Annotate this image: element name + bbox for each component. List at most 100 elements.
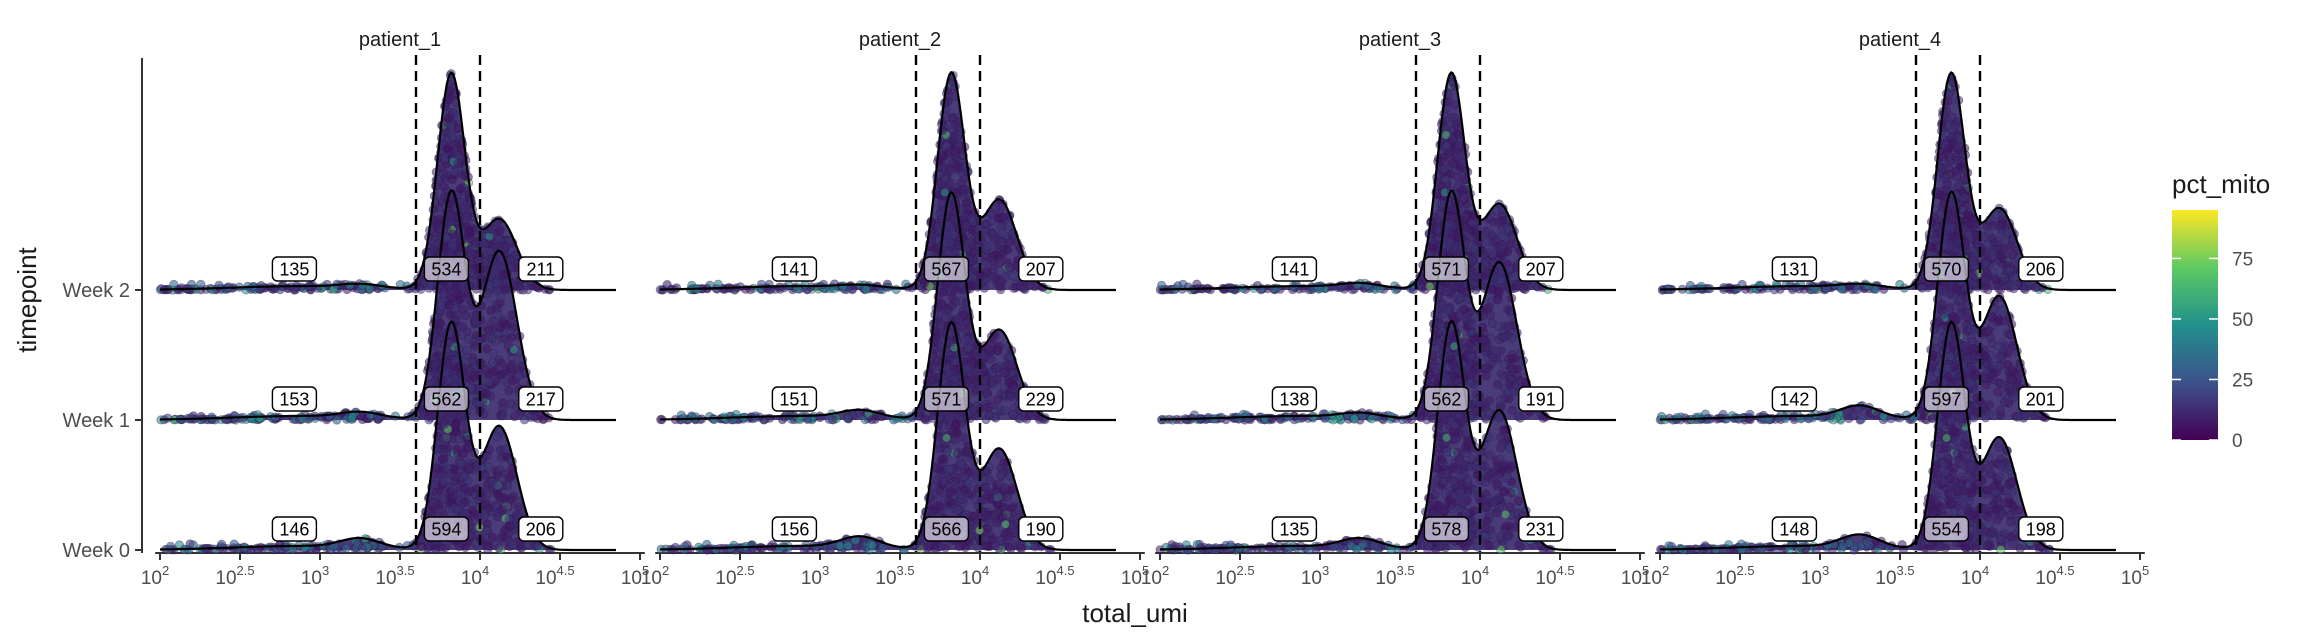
data-point xyxy=(1488,352,1498,362)
data-point xyxy=(963,363,973,374)
data-point xyxy=(1000,483,1010,493)
data-point xyxy=(952,505,963,515)
data-point xyxy=(930,362,940,373)
x-tick-label: 102.5 xyxy=(215,563,254,589)
data-point xyxy=(1494,217,1504,227)
data-point xyxy=(522,540,533,550)
data-point xyxy=(254,413,265,423)
data-point xyxy=(357,543,367,554)
data-point xyxy=(1474,364,1484,374)
count-label-text: 211 xyxy=(526,260,555,280)
x-tick-label: 103 xyxy=(801,563,829,589)
count-label-text: 217 xyxy=(526,390,556,410)
count-label-text: 135 xyxy=(279,260,309,280)
ridge-fill xyxy=(1160,190,1616,420)
data-point xyxy=(468,498,478,508)
data-point xyxy=(1024,410,1035,420)
data-point xyxy=(960,184,970,195)
data-point xyxy=(430,479,440,489)
data-point xyxy=(491,336,501,346)
data-point xyxy=(973,380,984,390)
data-point xyxy=(1390,281,1400,291)
data-point xyxy=(460,497,470,507)
data-point xyxy=(947,293,958,303)
count-label-text: 571 xyxy=(931,390,961,410)
data-point xyxy=(484,377,494,387)
data-point xyxy=(1481,371,1491,381)
data-point xyxy=(1439,164,1449,174)
data-point xyxy=(513,370,524,381)
data-point xyxy=(1506,488,1517,498)
data-point xyxy=(1442,286,1452,296)
data-point xyxy=(959,472,970,482)
data-point xyxy=(867,415,877,425)
data-point xyxy=(511,510,522,520)
data-point xyxy=(436,318,446,329)
data-point xyxy=(1006,360,1016,371)
data-point xyxy=(500,284,511,294)
x-tick-label: 103.5 xyxy=(1375,563,1414,589)
data-point xyxy=(938,162,948,172)
data-point xyxy=(1494,321,1504,331)
data-point xyxy=(442,144,452,154)
data-point xyxy=(1425,281,1435,291)
data-point xyxy=(1450,113,1460,123)
x-tick-label: 103.5 xyxy=(375,563,414,589)
data-point xyxy=(670,542,681,553)
data-point xyxy=(464,464,474,474)
data-point xyxy=(956,459,966,470)
data-point xyxy=(1008,380,1019,391)
data-point xyxy=(456,281,467,291)
data-point xyxy=(818,279,829,289)
count-label: 156 xyxy=(771,516,818,542)
data-point xyxy=(480,470,490,480)
data-point xyxy=(508,491,518,501)
data-point xyxy=(446,121,456,131)
ridge-fill xyxy=(660,192,1116,420)
data-point xyxy=(948,114,958,124)
data-point xyxy=(1470,312,1480,322)
data-point xyxy=(480,364,490,375)
data-point xyxy=(709,414,719,425)
data-point xyxy=(505,521,515,531)
data-point xyxy=(455,184,465,194)
data-point xyxy=(968,272,978,283)
data-point xyxy=(483,325,493,335)
data-point xyxy=(1442,433,1452,443)
data-point xyxy=(992,374,1002,384)
data-point xyxy=(940,187,950,198)
data-point xyxy=(458,449,469,459)
data-point xyxy=(1003,531,1014,541)
data-point xyxy=(842,413,853,423)
data-point xyxy=(416,542,426,552)
count-label: 146 xyxy=(271,516,318,542)
data-point xyxy=(980,244,991,254)
ridge-fill xyxy=(160,321,616,550)
data-point xyxy=(431,340,441,350)
data-point xyxy=(1495,395,1505,406)
data-point xyxy=(483,462,494,472)
data-point xyxy=(486,224,496,234)
data-point xyxy=(481,498,491,509)
data-point xyxy=(996,470,1007,480)
data-point xyxy=(505,362,515,373)
data-point xyxy=(439,182,449,192)
data-point xyxy=(1003,244,1013,255)
data-point xyxy=(446,211,456,221)
data-point xyxy=(498,532,508,542)
x-tick-label: 104 xyxy=(461,563,489,589)
data-point xyxy=(1452,447,1462,458)
count-label: 151 xyxy=(771,386,818,412)
data-point xyxy=(341,543,351,553)
panel-strip-label: patient_2 xyxy=(859,29,941,51)
data-point xyxy=(1515,413,1525,423)
data-point xyxy=(952,130,963,140)
data-point xyxy=(935,486,945,496)
data-point xyxy=(1298,412,1308,422)
x-tick-label: 104 xyxy=(1461,563,1489,589)
data-point xyxy=(962,203,972,214)
data-point xyxy=(427,410,437,420)
